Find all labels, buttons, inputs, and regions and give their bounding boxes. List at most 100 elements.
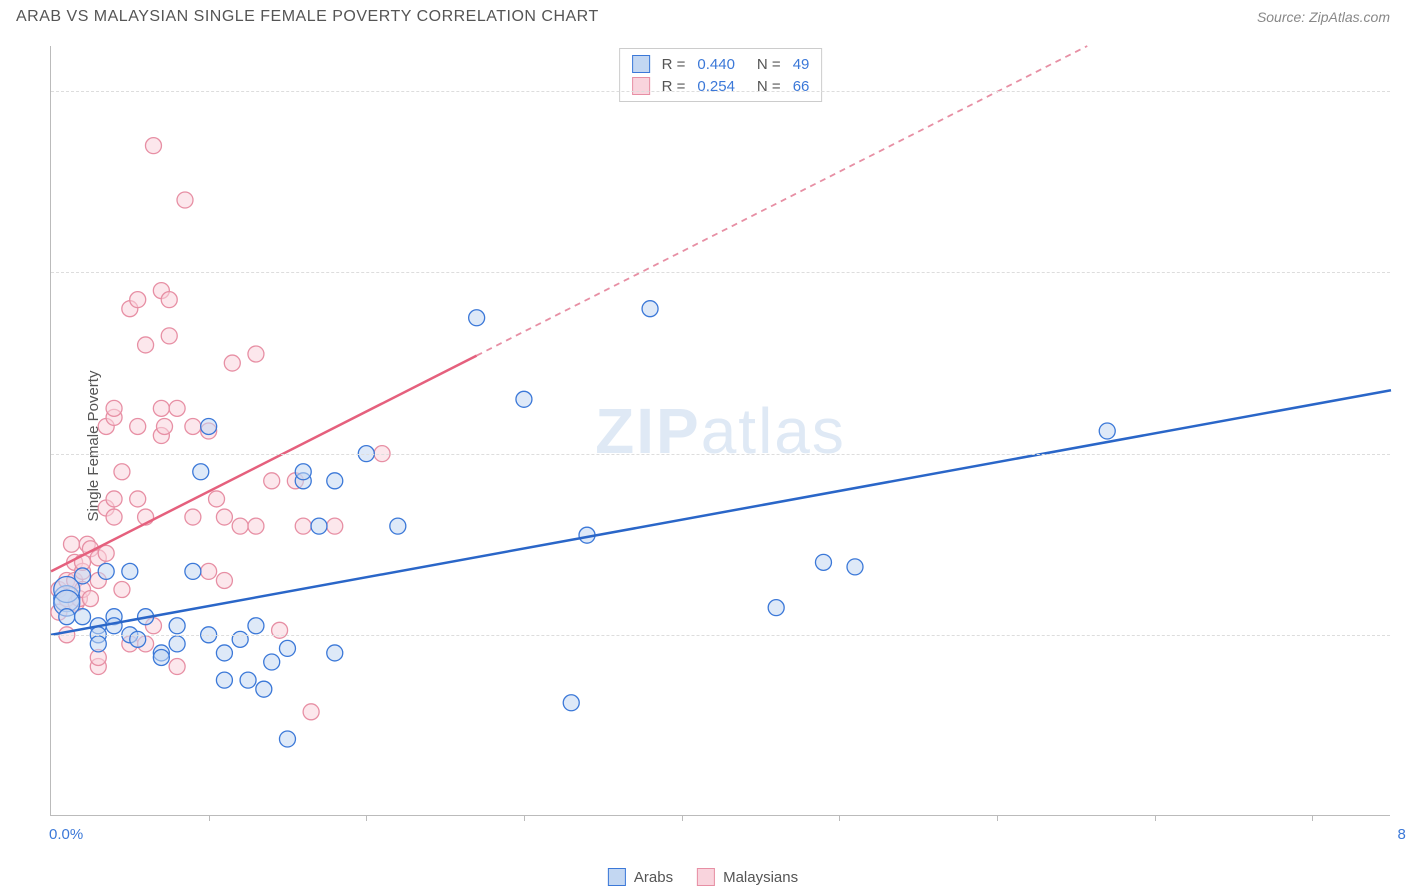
x-tick [997,815,998,821]
stat-n-label: N = [757,56,781,73]
data-point [390,518,406,534]
data-point [98,545,114,561]
data-point [169,659,185,675]
data-point [130,631,146,647]
data-point [216,572,232,588]
data-point [75,609,91,625]
data-point [161,292,177,308]
legend-swatch [632,77,650,95]
data-point [209,491,225,507]
data-point [216,672,232,688]
data-point [248,518,264,534]
legend-item: Arabs [608,868,673,886]
data-point [177,192,193,208]
data-point [130,418,146,434]
data-point [264,473,280,489]
legend-swatch [632,55,650,73]
data-point [303,704,319,720]
data-point [469,310,485,326]
data-point [122,563,138,579]
gridline [51,272,1390,273]
data-point [145,138,161,154]
data-point [185,509,201,525]
data-point [279,640,295,656]
data-point [114,464,130,480]
data-point [153,400,169,416]
stat-r-value: 0.440 [697,56,735,73]
legend-swatch [697,868,715,886]
data-point [193,464,209,480]
data-point [279,731,295,747]
data-point [130,491,146,507]
data-point [63,536,79,552]
data-point [248,346,264,362]
data-point [114,582,130,598]
data-point [98,563,114,579]
data-point [130,292,146,308]
data-point [232,631,248,647]
stat-n-value: 49 [793,56,810,73]
data-point [256,681,272,697]
data-point [82,591,98,607]
data-point [295,464,311,480]
data-point [232,518,248,534]
data-point [642,301,658,317]
data-point [264,654,280,670]
data-point [106,618,122,634]
legend: Arabs Malaysians [608,868,798,886]
gridline [51,91,1390,92]
data-point [240,672,256,688]
stats-row: R =0.440N =49 [632,53,810,75]
data-point [216,645,232,661]
legend-label: Malaysians [723,869,798,886]
stats-row: R =0.254N =66 [632,75,810,97]
data-point [75,568,91,584]
data-point [327,473,343,489]
x-tick [366,815,367,821]
x-tick [209,815,210,821]
data-point [169,636,185,652]
legend-swatch [608,868,626,886]
gridline [51,635,1390,636]
data-point [311,518,327,534]
data-point [815,554,831,570]
data-point [185,563,201,579]
data-point [327,645,343,661]
scatter-plot [51,46,1390,815]
data-point [90,636,106,652]
x-axis-min-label: 0.0% [49,826,83,843]
data-point [1099,423,1115,439]
chart-title: ARAB VS MALAYSIAN SINGLE FEMALE POVERTY … [16,8,599,26]
data-point [138,337,154,353]
data-point [295,518,311,534]
data-point [106,509,122,525]
source-label: Source: ZipAtlas.com [1257,9,1390,25]
data-point [272,622,288,638]
data-point [327,518,343,534]
legend-label: Arabs [634,869,673,886]
data-point [161,328,177,344]
chart-area: ZIPatlas R =0.440N =49R =0.254N =66 0.0%… [50,46,1390,816]
trend-line [51,390,1391,635]
stats-box: R =0.440N =49R =0.254N =66 [619,48,823,102]
data-point [516,391,532,407]
data-point [201,418,217,434]
data-point [169,618,185,634]
x-tick [1312,815,1313,821]
data-point [248,618,264,634]
data-point [563,695,579,711]
data-point [224,355,240,371]
x-tick [839,815,840,821]
data-point [847,559,863,575]
data-point [216,509,232,525]
data-point [768,600,784,616]
x-tick [1155,815,1156,821]
data-point [106,491,122,507]
data-point [157,418,173,434]
data-point [169,400,185,416]
data-point [153,649,169,665]
trend-line [51,356,477,572]
x-axis-max-label: 80.0% [1397,826,1406,843]
data-point [106,400,122,416]
data-point [201,563,217,579]
